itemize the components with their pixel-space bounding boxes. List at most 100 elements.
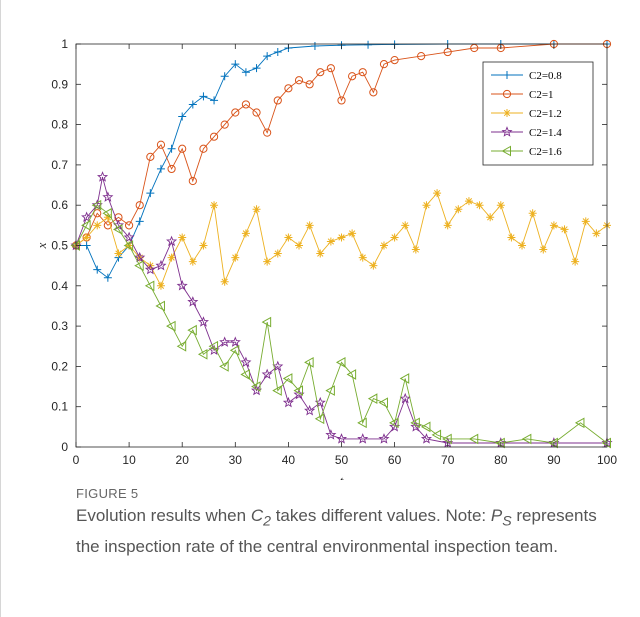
x-axis-label: t xyxy=(340,473,344,480)
data-point xyxy=(82,241,91,250)
data-point xyxy=(314,413,325,425)
data-point xyxy=(367,393,378,404)
x-tick-label: 30 xyxy=(229,453,243,467)
data-point xyxy=(571,257,580,266)
data-point xyxy=(348,72,357,81)
data-point xyxy=(231,60,240,69)
data-point xyxy=(294,76,304,85)
data-point xyxy=(357,417,367,429)
data-point xyxy=(495,437,505,449)
data-point xyxy=(443,221,452,230)
data-point xyxy=(325,385,335,396)
data-point xyxy=(178,233,187,242)
data-point xyxy=(399,373,410,384)
data-point xyxy=(156,281,165,290)
series-line xyxy=(75,43,607,246)
data-point xyxy=(475,201,484,210)
data-point xyxy=(241,68,250,77)
data-point xyxy=(123,240,134,251)
data-point xyxy=(155,300,165,312)
y-tick-label: 0.7 xyxy=(51,158,68,172)
data-point xyxy=(187,296,199,307)
data-point xyxy=(310,42,319,51)
data-point xyxy=(378,397,388,409)
data-point xyxy=(210,201,219,210)
data-point xyxy=(539,245,548,254)
data-point xyxy=(125,221,134,230)
data-point xyxy=(346,369,357,380)
data-point xyxy=(199,241,208,250)
data-point xyxy=(146,189,155,198)
data-point xyxy=(503,71,511,79)
data-point xyxy=(188,100,197,109)
figure-label: FIGURE 5 xyxy=(76,486,139,501)
data-point xyxy=(102,191,114,202)
data-point xyxy=(240,356,252,368)
data-point xyxy=(337,96,346,105)
data-point xyxy=(220,120,229,129)
data-point xyxy=(146,152,155,161)
data-point xyxy=(549,221,558,230)
data-point xyxy=(369,261,378,270)
data-point xyxy=(229,344,240,356)
legend-label: C2=1.2 xyxy=(529,108,562,120)
data-point xyxy=(337,233,346,242)
data-point xyxy=(282,373,293,384)
caption-text-middle: takes different values. Note: xyxy=(270,506,491,525)
series-5 xyxy=(70,199,611,449)
data-point xyxy=(263,52,272,61)
data-point xyxy=(197,316,209,327)
data-point xyxy=(273,96,282,105)
data-point xyxy=(261,368,273,380)
data-point xyxy=(178,144,187,153)
series-layer xyxy=(70,39,613,449)
y-tick-label: 0.2 xyxy=(51,359,68,373)
data-point xyxy=(261,316,272,328)
caption-p-sub: S xyxy=(502,513,512,530)
data-point xyxy=(325,429,337,440)
figure-caption: FIGURE 5 Evolution results when C2 takes… xyxy=(76,486,616,559)
data-point xyxy=(422,201,431,210)
data-point xyxy=(134,260,144,272)
data-point xyxy=(240,369,250,380)
y-tick-label: 0.3 xyxy=(51,319,68,333)
caption-c-var: C xyxy=(250,506,264,525)
data-point xyxy=(252,64,261,73)
data-point xyxy=(229,336,241,347)
data-point xyxy=(231,253,240,262)
data-point xyxy=(326,64,335,73)
data-point xyxy=(293,385,304,396)
data-point xyxy=(156,140,166,149)
series-line xyxy=(75,176,607,444)
data-point xyxy=(548,437,558,449)
legend-item: C2=1.2 xyxy=(491,108,562,120)
data-point xyxy=(316,68,325,77)
data-point xyxy=(252,108,261,117)
data-point xyxy=(178,112,187,121)
data-point xyxy=(399,392,411,404)
data-point xyxy=(209,132,219,141)
data-point xyxy=(82,233,91,242)
legend-label: C2=1.6 xyxy=(529,146,562,158)
data-point xyxy=(103,221,112,230)
data-point xyxy=(601,437,611,449)
data-point xyxy=(507,233,516,242)
data-point xyxy=(454,205,463,214)
data-point xyxy=(135,201,144,210)
data-point xyxy=(93,209,102,218)
y-tick-label: 1 xyxy=(61,37,68,51)
data-point xyxy=(592,229,601,238)
y-tick-label: 0.5 xyxy=(51,239,68,253)
data-point xyxy=(521,433,532,445)
legend-item: C2=0.8 xyxy=(491,70,562,82)
x-tick-label: 80 xyxy=(494,453,508,467)
data-point xyxy=(263,257,272,266)
data-point xyxy=(442,433,452,445)
caption-p-var: P xyxy=(490,506,503,525)
x-tick-label: 60 xyxy=(388,453,402,467)
legend: C2=0.8 C2=1 C2=1.2 C2=1.4 C2=1.6 xyxy=(482,61,594,166)
legend-label: C2=0.8 xyxy=(529,70,562,82)
caption-text-after: represents the inspection rate of the ce… xyxy=(76,506,597,557)
data-point xyxy=(188,257,197,266)
y-tick-label: 0.6 xyxy=(51,198,68,212)
